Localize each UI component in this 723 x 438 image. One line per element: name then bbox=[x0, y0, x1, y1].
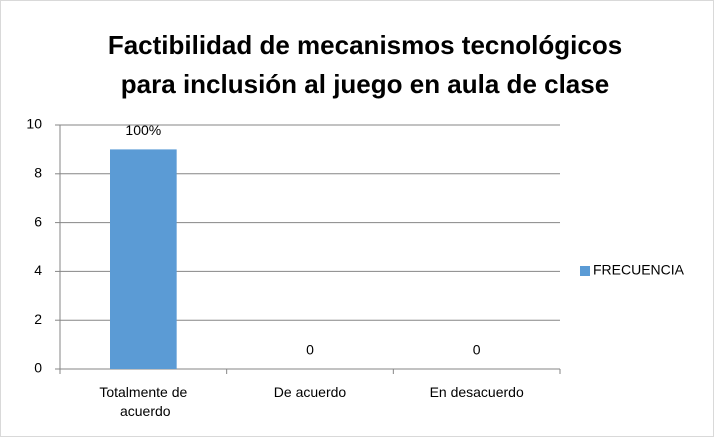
y-tick-label: 6 bbox=[34, 213, 42, 229]
x-tick-label: En desacuerdo bbox=[430, 384, 524, 400]
y-tick-label: 4 bbox=[34, 262, 42, 278]
y-tick-label: 8 bbox=[34, 165, 42, 181]
x-tick-label: Totalmente de acuerdo bbox=[99, 384, 187, 419]
data-label: 0 bbox=[306, 342, 314, 358]
y-tick-label: 10 bbox=[26, 116, 42, 132]
legend-swatch bbox=[580, 266, 590, 276]
chart-title: para inclusión al juego en aula de clase bbox=[121, 69, 609, 99]
x-tick-label: De acuerdo bbox=[274, 384, 347, 400]
bar bbox=[110, 149, 177, 369]
data-label: 0 bbox=[473, 342, 481, 358]
legend-label: FRECUENCIA bbox=[593, 262, 685, 278]
data-label: 100% bbox=[125, 122, 161, 138]
y-tick-label: 0 bbox=[34, 360, 42, 376]
y-tick-label: 2 bbox=[34, 311, 42, 327]
chart-title: Factibilidad de mecanismos tecnológicos bbox=[108, 30, 622, 60]
